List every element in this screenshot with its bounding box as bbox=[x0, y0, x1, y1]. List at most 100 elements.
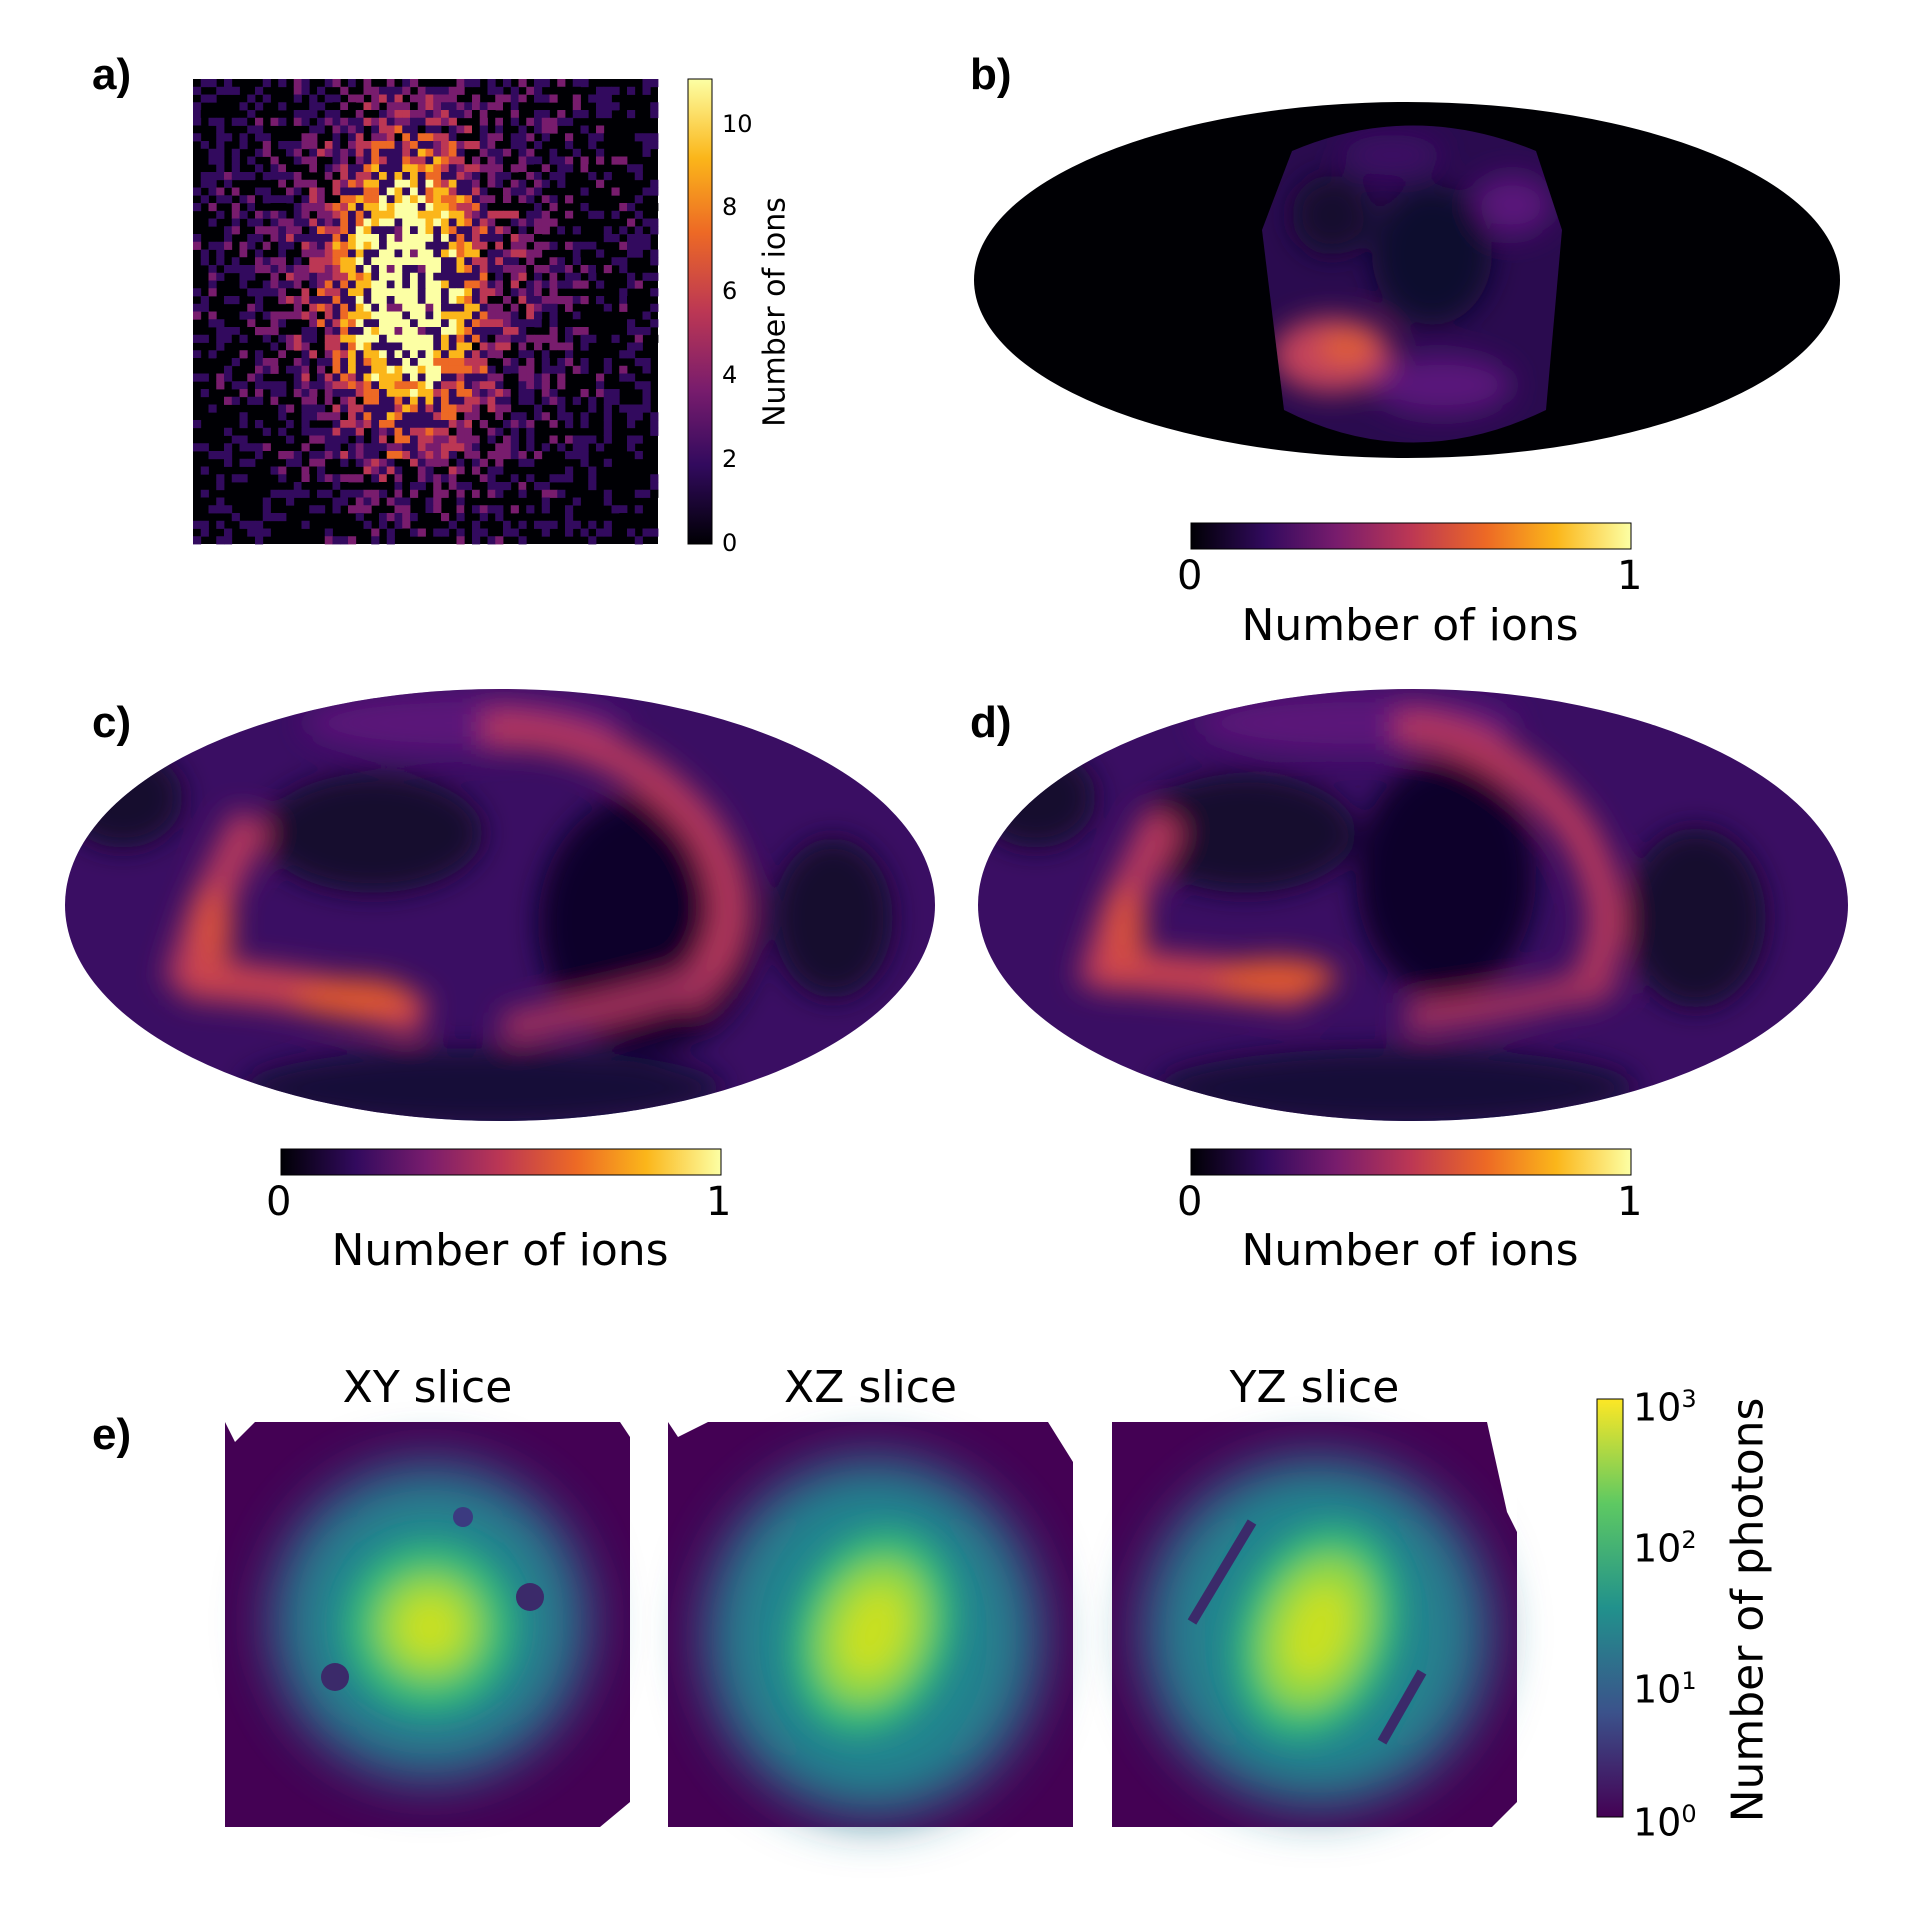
heatmap-cell bbox=[348, 365, 357, 374]
heatmap-cell bbox=[239, 381, 248, 390]
heatmap-cell bbox=[332, 373, 341, 382]
heatmap-cell bbox=[580, 203, 589, 212]
heatmap-cell bbox=[255, 389, 264, 398]
heatmap-cell bbox=[518, 94, 527, 103]
heatmap-cell bbox=[510, 420, 519, 429]
heatmap-cell bbox=[464, 187, 473, 196]
heatmap-cell bbox=[479, 327, 488, 336]
heatmap-cell bbox=[324, 474, 333, 483]
heatmap-cell bbox=[332, 466, 341, 475]
heatmap-cell bbox=[379, 133, 388, 142]
heatmap-cell bbox=[534, 179, 543, 188]
heatmap-cell bbox=[472, 218, 481, 227]
heatmap-cell bbox=[394, 505, 403, 514]
heatmap-cell bbox=[464, 458, 473, 467]
heatmap-cell bbox=[379, 272, 388, 281]
heatmap-cell bbox=[464, 272, 473, 281]
heatmap-cell bbox=[642, 86, 651, 95]
heatmap-cell bbox=[503, 241, 512, 250]
heatmap-cell bbox=[301, 187, 310, 196]
heatmap-cell bbox=[510, 86, 519, 95]
heatmap-cell bbox=[324, 203, 333, 212]
heatmap-cell bbox=[549, 520, 558, 529]
heatmap-cell bbox=[278, 296, 287, 305]
heatmap-cell bbox=[518, 156, 527, 165]
heatmap-cell bbox=[386, 404, 395, 413]
heatmap-cell bbox=[425, 513, 434, 522]
heatmap-cell bbox=[270, 280, 279, 289]
heatmap-cell bbox=[534, 381, 543, 390]
heatmap-cell bbox=[410, 125, 419, 134]
heatmap-cell bbox=[441, 210, 450, 219]
heatmap-cell bbox=[216, 164, 225, 173]
heatmap-cell bbox=[549, 195, 558, 204]
heatmap-cell bbox=[518, 303, 527, 312]
heatmap-cell bbox=[503, 117, 512, 126]
heatmap-cell bbox=[456, 489, 465, 498]
heatmap-cell bbox=[534, 373, 543, 382]
heatmap-cell bbox=[355, 234, 364, 243]
heatmap-cell bbox=[518, 234, 527, 243]
heatmap-cell bbox=[278, 319, 287, 328]
heatmap-cell bbox=[355, 427, 364, 436]
heatmap-cell bbox=[503, 265, 512, 274]
heatmap-cell bbox=[224, 296, 233, 305]
heatmap-cell bbox=[433, 110, 442, 119]
heatmap-cell bbox=[479, 203, 488, 212]
heatmap-cell bbox=[650, 482, 659, 491]
heatmap-cell bbox=[479, 489, 488, 498]
heatmap-cell bbox=[363, 451, 372, 460]
heatmap-cell bbox=[363, 156, 372, 165]
heatmap-cell bbox=[557, 179, 566, 188]
heatmap-cell bbox=[255, 226, 264, 235]
heatmap-cell bbox=[549, 334, 558, 343]
heatmap-cell bbox=[456, 334, 465, 343]
heatmap-cell bbox=[216, 86, 225, 95]
heatmap-cell bbox=[224, 195, 233, 204]
heatmap-cell bbox=[332, 288, 341, 297]
heatmap-cell bbox=[224, 396, 233, 405]
heatmap-cell bbox=[417, 234, 426, 243]
heatmap-cell bbox=[518, 458, 527, 467]
heatmap-cell bbox=[557, 172, 566, 181]
heatmap-cell bbox=[464, 257, 473, 266]
heatmap-cell bbox=[363, 474, 372, 483]
heatmap-cell bbox=[603, 303, 612, 312]
heatmap-cell bbox=[317, 334, 326, 343]
heatmap-cell bbox=[286, 350, 295, 359]
heatmap-cell bbox=[495, 513, 504, 522]
heatmap-cell bbox=[348, 94, 357, 103]
heatmap-cell bbox=[309, 125, 318, 134]
heatmap-cell bbox=[394, 234, 403, 243]
heatmap-cell bbox=[293, 303, 302, 312]
heatmap-cell bbox=[317, 272, 326, 281]
heatmap-cell bbox=[619, 373, 628, 382]
heatmap-cell bbox=[286, 265, 295, 274]
heatmap-cell bbox=[410, 350, 419, 359]
heatmap-cell bbox=[255, 249, 264, 258]
heatmap-cell bbox=[417, 513, 426, 522]
heatmap-cell bbox=[317, 458, 326, 467]
heatmap-cell bbox=[324, 296, 333, 305]
heatmap-cell bbox=[255, 265, 264, 274]
heatmap-cell bbox=[348, 311, 357, 320]
heatmap-cell bbox=[464, 358, 473, 367]
heatmap-cell bbox=[487, 427, 496, 436]
heatmap-cell bbox=[433, 249, 442, 258]
heatmap-cell bbox=[448, 234, 457, 243]
heatmap-cell bbox=[332, 497, 341, 506]
heatmap-cell bbox=[603, 94, 612, 103]
heatmap-cell bbox=[541, 203, 550, 212]
heatmap-cell bbox=[200, 528, 209, 537]
heatmap-cell bbox=[464, 334, 473, 343]
heatmap-cell bbox=[262, 311, 271, 320]
heatmap-cell bbox=[448, 141, 457, 150]
heatmap-cell bbox=[495, 257, 504, 266]
heatmap-cell bbox=[208, 218, 217, 227]
heatmap-cell bbox=[348, 148, 357, 157]
heatmap-cell bbox=[503, 296, 512, 305]
heatmap-cell bbox=[456, 249, 465, 258]
heatmap-cell bbox=[580, 443, 589, 452]
heatmap-cell bbox=[270, 272, 279, 281]
heatmap-cell bbox=[340, 435, 349, 444]
